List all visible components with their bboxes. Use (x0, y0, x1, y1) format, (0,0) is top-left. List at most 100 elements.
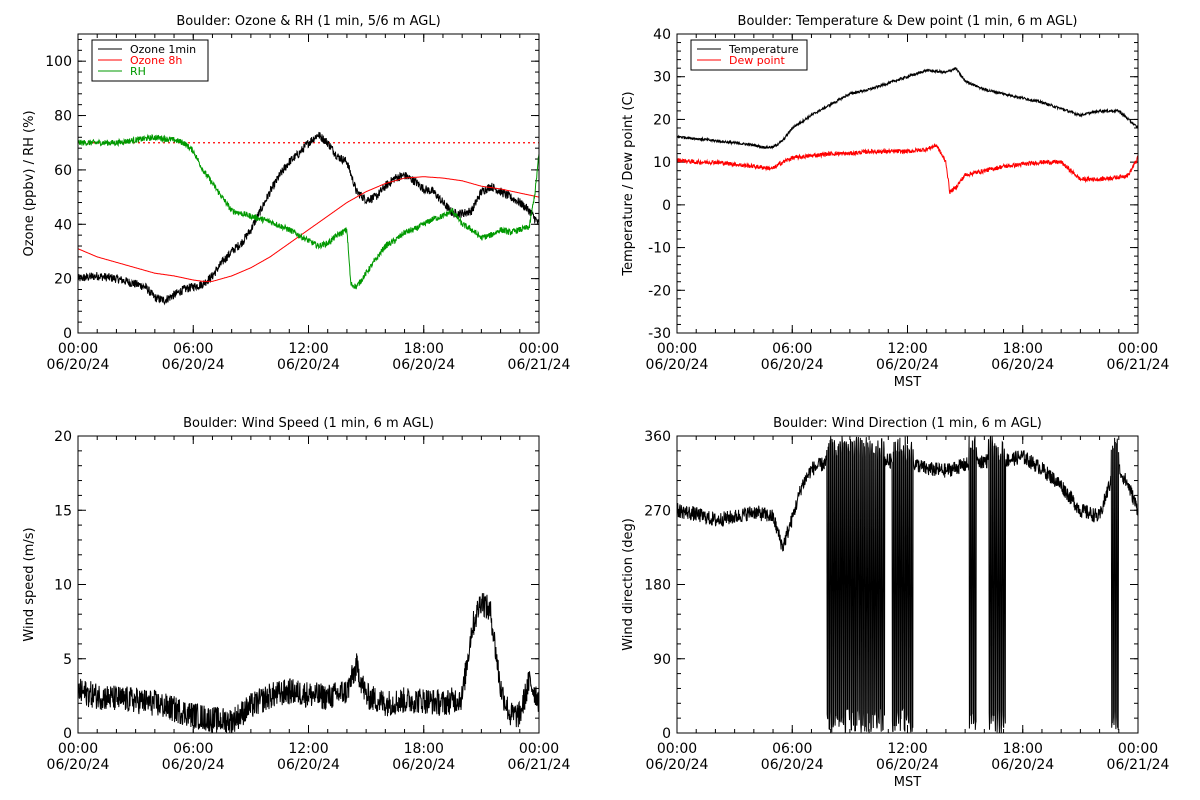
y-tick-label: -10 (648, 241, 671, 257)
x-tick-label: 06/20/24 (162, 757, 225, 773)
x-tick-label: 12:00 (288, 741, 328, 757)
x-tick-label: 06/20/24 (991, 757, 1054, 773)
y-tick-label: 0 (662, 726, 671, 742)
x-tick-label: 00:00 (657, 741, 697, 757)
plot-area (677, 436, 1138, 733)
x-tick-label: 12:00 (887, 341, 927, 357)
y-tick-label: 20 (653, 112, 671, 128)
x-tick-label: 00:00 (519, 741, 559, 757)
x-tick-label: 06/20/24 (47, 757, 110, 773)
y-tick-label: 40 (653, 27, 671, 43)
y-tick-label: 80 (54, 109, 72, 125)
plot-area (677, 67, 1138, 195)
chart-title: Boulder: Temperature & Dew point (1 min,… (738, 14, 1078, 29)
x-tick-label: 18:00 (404, 741, 444, 757)
x-axis-label: MST (894, 775, 921, 790)
x-tick-label: 06/20/24 (646, 357, 709, 373)
x-tick-label: 18:00 (404, 341, 444, 357)
x-tick-label: 06:00 (772, 341, 812, 357)
y-tick-label: 180 (644, 578, 671, 594)
legend-label: Dew point (729, 54, 785, 67)
x-tick-label: 06/21/24 (508, 757, 571, 773)
chart-panel-4: Boulder: Wind Direction (1 min, 6 m AGL)… (621, 416, 1170, 790)
x-tick-label: 00:00 (58, 741, 98, 757)
series-line-2 (78, 176, 539, 282)
series-line-1 (677, 67, 1138, 150)
x-tick-label: 00:00 (519, 341, 559, 357)
y-tick-label: 0 (662, 198, 671, 214)
y-tick-label: 20 (54, 429, 72, 445)
x-tick-label: 12:00 (887, 741, 927, 757)
x-tick-label: 06/20/24 (876, 757, 939, 773)
legend-box (690, 39, 808, 71)
x-tick-label: 06:00 (173, 341, 213, 357)
y-tick-label: 30 (653, 70, 671, 86)
legend-label: Ozone 1min (130, 43, 196, 56)
x-tick-label: 00:00 (657, 341, 697, 357)
x-tick-label: 00:00 (1118, 741, 1158, 757)
x-tick-label: 06/20/24 (392, 757, 455, 773)
legend-label: RH (130, 65, 146, 78)
series-line-1 (677, 436, 1138, 733)
y-tick-label: 90 (653, 652, 671, 668)
y-tick-label: 5 (63, 652, 72, 668)
plot-area (78, 131, 539, 306)
x-tick-label: 06/21/24 (1107, 357, 1170, 373)
x-tick-label: 18:00 (1003, 341, 1043, 357)
x-tick-label: 06/21/24 (1107, 757, 1170, 773)
y-tick-label: -30 (648, 326, 671, 342)
y-tick-label: 10 (54, 578, 72, 594)
y-tick-label: 15 (54, 503, 72, 519)
series-line-2 (677, 143, 1138, 195)
chart-panel-3: Boulder: Wind Speed (1 min, 6 m AGL) Wind… (22, 416, 571, 773)
x-tick-label: 06/20/24 (277, 757, 340, 773)
x-tick-label: 06/20/24 (991, 357, 1054, 373)
series-line-3 (78, 133, 539, 290)
chart-title: Boulder: Wind Direction (1 min, 6 m AGL) (773, 416, 1042, 431)
series-line-1 (78, 131, 539, 306)
x-tick-label: 06/20/24 (277, 357, 340, 373)
legend-label: Temperature (728, 43, 799, 56)
y-tick-label: 10 (653, 155, 671, 171)
y-tick-label: 100 (45, 54, 72, 70)
x-tick-label: 06/20/24 (392, 357, 455, 373)
chart-panel-1: Boulder: Ozone & RH (1 min, 5/6 m AGL) Oz… (22, 14, 571, 373)
x-tick-label: 12:00 (288, 341, 328, 357)
y-tick-label: 0 (63, 326, 72, 342)
x-tick-label: 06/20/24 (761, 357, 824, 373)
plot-frame (676, 33, 1139, 334)
chart-panel-2: Boulder: Temperature & Dew point (1 min,… (621, 14, 1170, 390)
y-tick-label: 40 (54, 217, 72, 233)
x-tick-label: 06:00 (173, 741, 213, 757)
x-tick-label: 06/21/24 (508, 357, 571, 373)
series-line-1 (78, 593, 539, 733)
plot-area (78, 593, 539, 733)
x-tick-label: 06/20/24 (761, 757, 824, 773)
y-tick-label: 0 (63, 726, 72, 742)
legend-label: Ozone 8h (130, 54, 182, 67)
y-axis-label: Temperature / Dew point (C) (621, 91, 636, 276)
plot-frame (77, 33, 540, 334)
y-tick-label: 360 (644, 429, 671, 445)
chart-title: Boulder: Wind Speed (1 min, 6 m AGL) (183, 416, 434, 431)
x-tick-label: 06/20/24 (876, 357, 939, 373)
y-axis-label: Ozone (ppbv) / RH (%) (22, 110, 37, 256)
x-axis-label: MST (894, 375, 921, 390)
chart-title: Boulder: Ozone & RH (1 min, 5/6 m AGL) (176, 14, 440, 29)
y-axis-label: Wind speed (m/s) (22, 527, 37, 641)
x-tick-label: 06/20/24 (162, 357, 225, 373)
x-tick-label: 06/20/24 (646, 757, 709, 773)
x-tick-label: 00:00 (1118, 341, 1158, 357)
x-tick-label: 18:00 (1003, 741, 1043, 757)
x-tick-label: 06/20/24 (47, 357, 110, 373)
plot-frame (676, 435, 1139, 734)
x-tick-label: 00:00 (58, 341, 98, 357)
y-tick-label: 60 (54, 163, 72, 179)
plot-frame (77, 435, 540, 734)
y-tick-label: -20 (648, 283, 671, 299)
y-axis-label: Wind direction (deg) (621, 518, 636, 651)
x-tick-label: 06:00 (772, 741, 812, 757)
y-tick-label: 270 (644, 503, 671, 519)
y-tick-label: 20 (54, 272, 72, 288)
